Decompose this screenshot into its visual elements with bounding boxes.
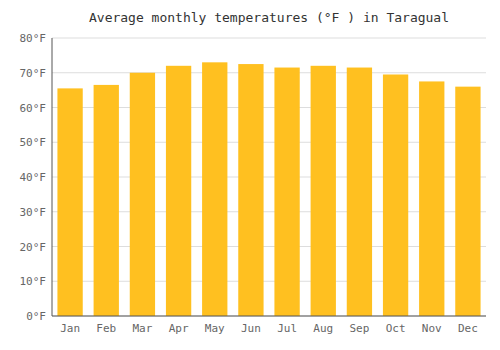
y-tick-label: 70°F: [20, 67, 47, 80]
chart: Average monthly temperatures (°F ) in Ta…: [0, 0, 500, 350]
bar: [202, 62, 227, 316]
bar: [383, 74, 408, 316]
x-axis-labels: Jan Feb Mar Apr May Jun Jul Aug Sep Oct Nov Dec: [60, 322, 478, 335]
bar: [347, 68, 372, 316]
x-tick-label: Mar: [132, 322, 152, 335]
title: Average monthly temperatures (°F ) in Ta…: [89, 10, 449, 25]
grid: [52, 38, 486, 316]
y-tick-label: 40°F: [20, 171, 47, 184]
bar: [166, 66, 191, 316]
bar: [94, 85, 119, 316]
y-tick-label: 30°F: [20, 206, 47, 219]
bar: [57, 88, 82, 316]
grid-line: [52, 72, 486, 73]
x-tick-label: Dec: [458, 322, 478, 335]
x-tick-label: Oct: [386, 322, 406, 335]
y-tick-label: 60°F: [20, 102, 47, 115]
y-tick-label: 0°F: [26, 310, 46, 323]
y-tick-label: 80°F: [20, 32, 47, 45]
y-tick-label: 50°F: [20, 136, 47, 149]
x-tick-label: Aug: [313, 322, 333, 335]
bars: [57, 62, 480, 316]
grid-line: [52, 316, 486, 317]
chart-container: Average monthly temperatures (°F ) in Ta…: [0, 0, 500, 350]
bar: [130, 73, 155, 316]
x-tick-label: Nov: [422, 322, 442, 335]
y-axis-line: [52, 38, 53, 316]
x-tick-label: Sep: [349, 322, 369, 335]
x-tick-label: Jan: [60, 322, 80, 335]
y-axis-labels: 0°F 10°F 20°F 30°F 40°F 50°F 60°F 70°F 80°F: [20, 32, 47, 323]
x-tick-label: Jun: [241, 322, 261, 335]
bar: [455, 87, 480, 316]
bar: [274, 68, 299, 316]
bar: [238, 64, 263, 316]
grid-line: [52, 38, 486, 39]
x-tick-label: May: [205, 322, 225, 335]
bar: [311, 66, 336, 316]
y-tick-label: 10°F: [20, 275, 47, 288]
x-axis-line: [52, 316, 486, 317]
x-tick-label: Jul: [277, 322, 297, 335]
x-tick-label: Apr: [169, 322, 189, 335]
bar: [419, 81, 444, 316]
y-tick-label: 20°F: [20, 241, 47, 254]
x-tick-label: Feb: [96, 322, 116, 335]
